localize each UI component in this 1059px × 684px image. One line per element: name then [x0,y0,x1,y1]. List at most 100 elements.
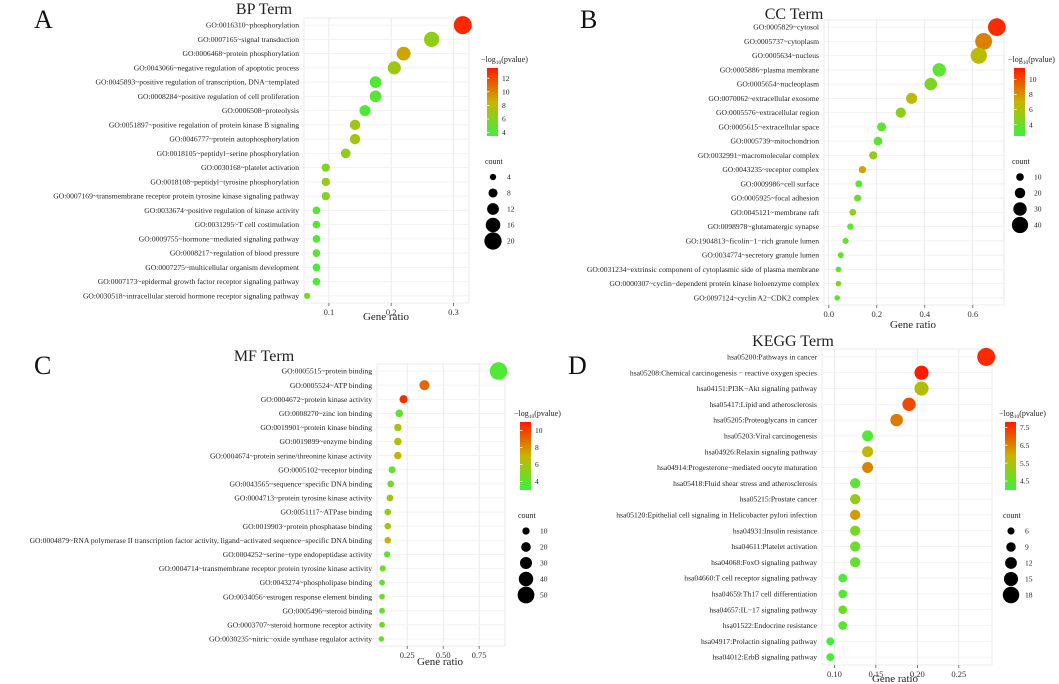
x-tick-label: 0.0 [823,309,834,319]
x-tick-label: 0.25 [400,650,415,660]
term-bubble [379,594,385,600]
term-bubble [850,478,860,488]
term-bubble [971,47,987,63]
color-legend-tick-label: 10 [535,426,543,435]
x-tick-label: 0.15 [868,669,883,679]
size-legend-label: 20 [1034,189,1042,198]
term-label: hsa04931:Insulin resistance [733,526,818,535]
term-label: GO:0007169~transmembrane receptor protei… [53,192,299,201]
term-label: GO:0007275~multicellular organism develo… [145,263,300,272]
term-label: GO:0004714~transmembrane receptor protei… [159,564,372,573]
term-label: GO:0030235~nitric−oxide synthase regulat… [209,635,372,644]
term-label: GO:0004252~serine−type endopeptidase act… [223,550,372,559]
size-legend-dot [1016,173,1024,181]
term-bubble [838,590,847,599]
size-legend-dot [1005,557,1017,569]
term-label: GO:0051897~positive regulation of protei… [109,120,299,129]
term-bubble [859,166,866,173]
size-legend-title: count [518,511,537,520]
term-bubble [977,348,995,366]
term-bubble [988,18,1006,36]
term-bubble [395,409,403,417]
term-bubble [862,462,873,473]
term-label: GO:0018108~peptidyl−tyrosine phosphoryla… [150,177,299,186]
term-label: GO:0005102~receptor binding [278,465,372,474]
term-label: GO:0043066~negative regulation of apopto… [134,63,299,72]
term-label: GO:0005576~extracellular region [716,108,819,117]
panel-kegg-term: D KEGG Term Gene ratio 0.10 0.15 0.20 0.25h… [568,333,1046,684]
color-legend-tick-label: 10 [502,87,510,96]
color-legend-tick-label: 6 [1029,105,1033,114]
term-bubble [869,151,877,159]
size-legend-dot [484,232,501,249]
term-label: GO:0051117~ATPase binding [280,508,372,517]
color-legend-tick-label: 8 [1029,90,1033,99]
term-label: hsa04914:Progesterone−mediated oocyte ma… [657,463,817,472]
x-tick-label: 0.1 [324,307,335,317]
x-tick-label: 0.25 [951,669,966,679]
term-label: GO:0004672~protein kinase activity [261,395,372,404]
term-label: hsa05205:Proteoglycans in cancer [713,416,817,425]
term-label: GO:0005886~plasma membrane [720,65,820,74]
color-legend-tick-label: 12 [502,74,510,83]
size-legend-dot [487,203,499,215]
size-legend-dot [522,527,529,534]
term-bubble [850,557,860,567]
term-bubble [313,207,321,215]
term-bubble [850,494,860,504]
size-legend-label: 16 [507,221,515,230]
term-label: GO:0004674~protein serine/threonine kina… [210,451,372,460]
size-legend-dot [1004,572,1018,586]
term-label: hsa05200:Pathways in cancer [727,353,817,362]
term-bubble [370,90,382,102]
size-legend-title: count [1003,511,1022,520]
x-tick-label: 0.2 [871,309,882,319]
color-legend-tick-label: 5.5 [1020,459,1030,468]
term-bubble [385,523,392,530]
term-label: GO:0018105~peptidyl−serine phosphorylati… [157,149,300,158]
term-bubble [838,605,847,614]
term-label: GO:0019901~protein kinase binding [260,423,372,432]
x-tick-label: 0.2 [386,307,397,317]
term-label: GO:0008217~regulation of blood pressure [170,249,300,258]
size-legend-dot [1015,188,1026,199]
term-label: GO:0045893~positive regulation of transc… [96,78,300,87]
term-bubble [385,537,392,544]
size-legend-label: 40 [1034,221,1042,230]
term-label: hsa04660:T cell receptor signaling pathw… [684,574,817,583]
panel-letter-d: D [568,351,587,380]
term-bubble [350,134,360,144]
term-label: GO:0070062~extracellular exosome [708,94,819,103]
size-legend-label: 6 [1025,527,1029,536]
term-bubble [384,551,390,557]
term-label: GO:0045121~membrane raft [731,208,820,217]
term-bubble [313,221,321,229]
term-bubble [890,414,903,427]
term-bubble [322,178,330,186]
color-legend-tick-label: 7.5 [1020,423,1030,432]
term-label: hsa04012:ErbB signaling pathway [712,653,817,662]
size-legend-label: 9 [1025,543,1029,552]
term-bubble [379,622,385,628]
term-label: GO:0043274~phospholipase binding [260,578,373,587]
term-bubble [394,424,402,432]
term-bubble [424,32,439,47]
term-label: GO:0005829~cytosol [753,23,819,32]
plot-area [377,364,505,646]
size-legend-title: count [485,157,504,166]
term-label: GO:0004879~RNA polymerase II transcripti… [30,536,373,545]
color-legend-tick-label: 4 [535,477,539,486]
term-label: GO:0006468~protein phosphorylation [182,49,299,58]
term-label: GO:0000307~cyclin−dependent protein kina… [609,279,819,288]
size-legend-label: 50 [540,591,548,600]
term-label: GO:0005737~cytoplasm [744,37,819,46]
color-legend-title: −log10(pvalue) [999,409,1046,420]
term-bubble [877,122,886,131]
term-label: GO:1904813~ficolin−1−rich granule lumen [686,236,820,245]
term-label: hsa05208:Chemical carcinogenesis − react… [630,368,817,377]
term-label: GO:0004713~protein tyrosine kinase activ… [234,494,372,503]
term-label: GO:0007173~epidermal growth factor recep… [98,277,299,286]
size-legend-dot [1007,527,1014,534]
size-legend-label: 4 [507,173,511,182]
x-tick-label: 0.10 [827,669,842,679]
